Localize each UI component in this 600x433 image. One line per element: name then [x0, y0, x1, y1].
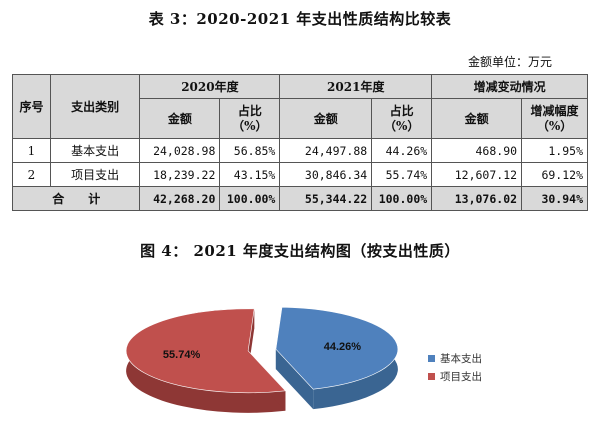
total-amount-2020: 42,268.20 — [139, 186, 221, 211]
expenditure-table: 序号 支出类别 2020年度 2021年度 增减变动情况 金额 占比（%） 金额… — [11, 74, 588, 211]
row-amount-2020: 24,028.98 — [139, 138, 221, 163]
header-ratio-2020: 占比（%） — [219, 98, 281, 139]
header-change-rate: 增减幅度（%） — [521, 98, 588, 139]
header-change: 增减变动情况 — [431, 74, 588, 99]
row-amount-2020: 18,239.22 — [139, 162, 221, 187]
row-amount-2021: 30,846.34 — [279, 162, 373, 187]
row-ratio-2020: 43.15% — [219, 162, 281, 187]
pie-slice — [275, 306, 399, 390]
total-change-rate: 30.94% — [521, 186, 588, 211]
row-change-rate: 1.95% — [521, 138, 588, 163]
header-amount-2021: 金额 — [279, 98, 373, 139]
total-amount-2021: 55,344.22 — [279, 186, 373, 211]
header-seq: 序号 — [12, 74, 51, 139]
total-label: 合 计 — [11, 186, 141, 211]
pie-slice — [125, 308, 287, 394]
legend-label: 基本支出 — [440, 352, 482, 365]
total-ratio-2021: 100.00% — [371, 186, 433, 211]
header-amount-change: 金额 — [431, 98, 523, 139]
row-category: 基本支出 — [49, 138, 141, 163]
row-change: 468.90 — [431, 138, 523, 163]
figure-title: 图 4： 2021 年度支出结构图（按支出性质） — [140, 242, 460, 260]
row-amount-2021: 24,497.88 — [279, 138, 373, 163]
row-ratio-2021: 44.26% — [371, 138, 433, 163]
legend-swatch — [428, 355, 435, 362]
total-change: 13,076.02 — [431, 186, 523, 211]
row-category: 项目支出 — [49, 162, 141, 187]
header-ratio-2021: 占比（%） — [371, 98, 433, 139]
row-change-rate: 69.12% — [521, 162, 588, 187]
table-row: 1 基本支出 24,028.98 56.85% 24,497.88 44.26%… — [12, 138, 588, 163]
table-title: 表 3：2020-2021 年支出性质结构比较表 — [148, 10, 452, 28]
header-2020: 2020年度 — [139, 74, 281, 99]
legend-swatch — [428, 373, 435, 380]
row-ratio-2021: 55.74% — [371, 162, 433, 187]
legend-label: 项目支出 — [440, 370, 482, 383]
row-ratio-2020: 56.85% — [219, 138, 281, 163]
table-row: 2 项目支出 18,239.22 43.15% 30,846.34 55.74%… — [12, 162, 588, 187]
row-seq: 1 — [12, 138, 51, 163]
row-change: 12,607.12 — [431, 162, 523, 187]
header-amount-2020: 金额 — [139, 98, 221, 139]
header-2021: 2021年度 — [279, 74, 433, 99]
unit-label: 金额单位：万元 — [467, 55, 552, 69]
header-category: 支出类别 — [49, 74, 141, 139]
pie-data-label: 44.26% — [324, 341, 362, 353]
total-ratio-2020: 100.00% — [219, 186, 281, 211]
total-row: 合 计 42,268.20 100.00% 55,344.22 100.00% … — [11, 186, 588, 211]
row-seq: 2 — [12, 162, 51, 187]
pie-data-label: 55.74% — [163, 349, 201, 361]
